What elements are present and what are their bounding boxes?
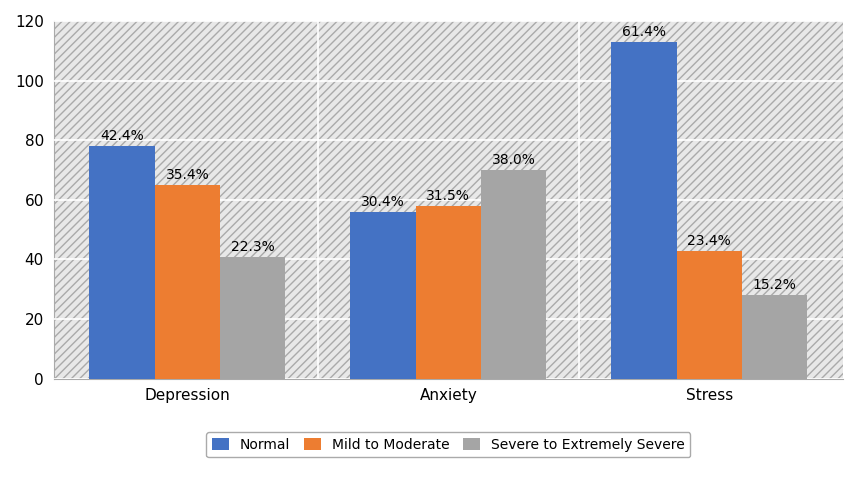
Text: 61.4%: 61.4% <box>622 25 666 39</box>
Bar <box>350 212 415 379</box>
Bar <box>481 170 547 379</box>
Text: 30.4%: 30.4% <box>361 195 405 209</box>
Bar <box>612 42 677 379</box>
Text: 15.2%: 15.2% <box>752 278 796 292</box>
Text: 22.3%: 22.3% <box>231 239 275 254</box>
Text: 31.5%: 31.5% <box>426 189 470 203</box>
Bar <box>53 21 843 379</box>
Bar <box>742 295 807 379</box>
Text: 38.0%: 38.0% <box>492 153 535 167</box>
Bar <box>415 206 481 379</box>
Text: 23.4%: 23.4% <box>687 233 731 247</box>
Bar <box>154 185 220 379</box>
Bar <box>677 250 742 379</box>
Text: 35.4%: 35.4% <box>166 168 209 182</box>
Text: 42.4%: 42.4% <box>100 129 144 143</box>
Bar <box>89 146 154 379</box>
Legend: Normal, Mild to Moderate, Severe to Extremely Severe: Normal, Mild to Moderate, Severe to Extr… <box>206 432 691 457</box>
Bar <box>220 257 285 379</box>
